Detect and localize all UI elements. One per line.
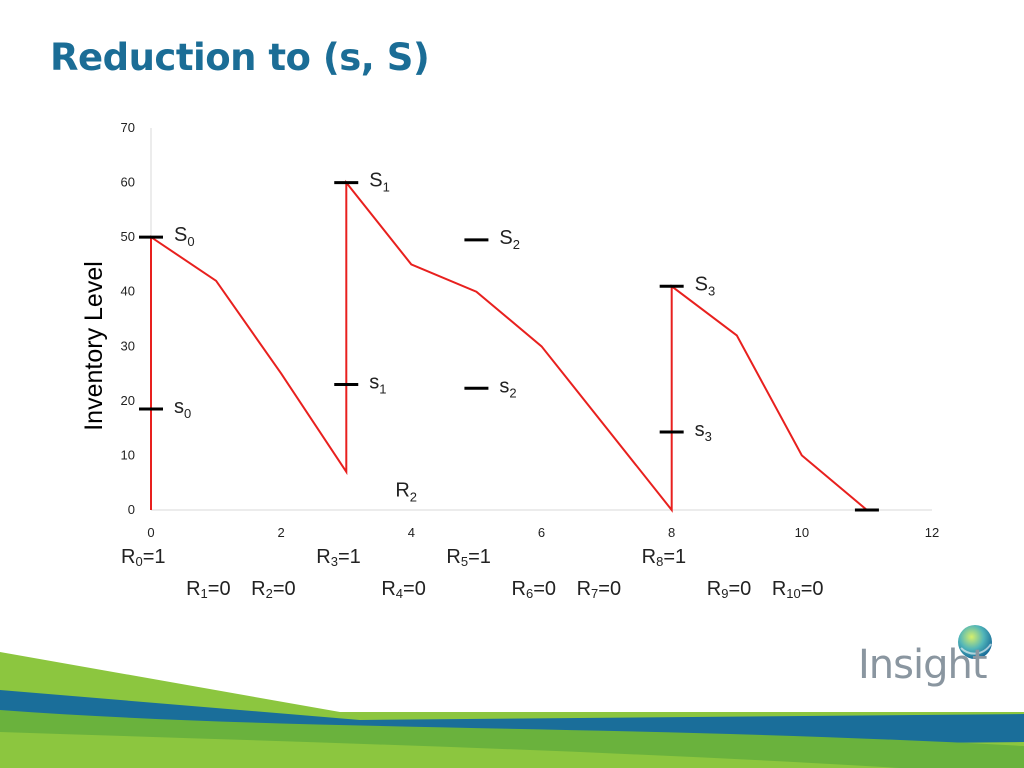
logo-text: Insight bbox=[858, 642, 988, 688]
review-label: R2=0 bbox=[251, 578, 296, 601]
logo-icon bbox=[955, 622, 995, 667]
y-tick-label: 0 bbox=[128, 502, 135, 517]
level-marker-label: S3 bbox=[695, 273, 716, 298]
level-marker-label: S2 bbox=[499, 227, 520, 252]
review-label: R10=0 bbox=[771, 578, 824, 601]
x-tick-label: 10 bbox=[795, 525, 809, 540]
footer-swoosh bbox=[0, 652, 1024, 768]
review-label: R4=0 bbox=[381, 578, 426, 601]
x-tick-label: 12 bbox=[925, 525, 939, 540]
review-label: R0=1 bbox=[121, 546, 166, 569]
chart-ticks: 0 10 20 30 40 50 60 70 0 2 4 6 8 10 12 bbox=[121, 120, 940, 540]
y-tick-label: 60 bbox=[121, 175, 135, 190]
y-axis-label: Inventory Level bbox=[80, 261, 108, 431]
y-tick-label: 40 bbox=[121, 284, 135, 299]
level-marker-label: S1 bbox=[369, 170, 390, 195]
level-marker-label: S0 bbox=[174, 224, 195, 249]
review-label: R1=0 bbox=[186, 578, 231, 601]
chart-series bbox=[150, 179, 868, 513]
x-tick-label: 4 bbox=[408, 525, 415, 540]
x-tick-label: 6 bbox=[538, 525, 545, 540]
y-tick-label: 20 bbox=[121, 393, 135, 408]
series-line-0 bbox=[150, 179, 868, 513]
y-tick-label: 30 bbox=[121, 338, 135, 353]
chart-annotations: R2 bbox=[395, 480, 417, 505]
slide-title: Reduction to (s, S) bbox=[50, 36, 430, 79]
review-label: R8=1 bbox=[641, 546, 687, 569]
x-tick-label: 2 bbox=[278, 525, 285, 540]
review-label: R6=0 bbox=[511, 578, 557, 601]
review-label: R5=1 bbox=[446, 546, 491, 569]
review-label: R9=0 bbox=[706, 578, 752, 601]
x-tick-label: 8 bbox=[668, 525, 675, 540]
chart-level-markers: S0 s0 S1 s1 S2 s2 S3 s3 bbox=[139, 170, 879, 512]
x-tick-label: 0 bbox=[147, 525, 154, 540]
y-tick-label: 50 bbox=[121, 229, 135, 244]
chart-annotation: R2 bbox=[395, 480, 417, 505]
level-marker-label: s2 bbox=[499, 375, 516, 400]
level-marker-label: s0 bbox=[174, 396, 191, 421]
review-label: R7=0 bbox=[576, 578, 622, 601]
y-tick-label: 70 bbox=[121, 120, 135, 135]
inventory-chart: 0 10 20 30 40 50 60 70 0 2 4 6 8 10 12 Inventory Level… bbox=[80, 120, 940, 540]
review-label: R3=1 bbox=[316, 546, 361, 569]
chart-axes bbox=[150, 128, 932, 511]
y-tick-label: 10 bbox=[121, 447, 135, 462]
level-marker-label: s3 bbox=[695, 419, 712, 444]
level-marker-label: s1 bbox=[369, 371, 386, 396]
